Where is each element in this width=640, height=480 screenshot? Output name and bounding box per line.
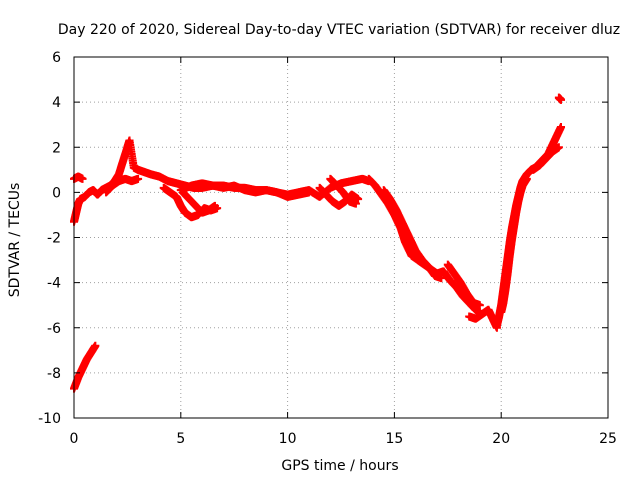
data-point xyxy=(557,122,566,131)
x-tick-label: 20 xyxy=(492,431,510,447)
data-point xyxy=(554,143,563,152)
y-tick-label: 6 xyxy=(52,50,61,66)
y-tick-label: 0 xyxy=(52,185,61,201)
data-point xyxy=(475,301,484,310)
x-tick-label: 25 xyxy=(599,431,617,447)
data-point xyxy=(304,188,313,197)
data-point xyxy=(354,195,363,204)
data-point xyxy=(210,201,219,210)
data-point xyxy=(134,174,143,183)
y-tick-label: 4 xyxy=(52,95,61,111)
data-point xyxy=(557,95,566,104)
data-point xyxy=(437,274,446,283)
x-tick-label: 0 xyxy=(70,431,79,447)
data-point xyxy=(522,174,531,183)
chart-title: Day 220 of 2020, Sidereal Day-to-day VTE… xyxy=(58,22,620,38)
y-tick-label: -6 xyxy=(47,321,61,337)
data-point xyxy=(351,199,360,208)
y-tick-label: -10 xyxy=(38,411,61,427)
x-axis-label: GPS time / hours xyxy=(281,458,398,474)
data-point xyxy=(91,341,100,350)
grid xyxy=(74,57,608,418)
x-tick-label: 5 xyxy=(176,431,185,447)
y-tick-label: -4 xyxy=(47,276,61,292)
y-tick-label: -8 xyxy=(47,366,61,382)
data-points xyxy=(70,93,566,393)
y-tick-label: 2 xyxy=(52,140,61,156)
y-axis-label: SDTVAR / TECUs xyxy=(7,183,23,298)
x-tick-label: 15 xyxy=(385,431,403,447)
y-tick-label: -2 xyxy=(47,231,61,247)
data-point xyxy=(78,174,87,183)
x-tick-label: 10 xyxy=(279,431,297,447)
axis-ticks: 0 5 10 15 20 25 -10 -8 -6 -4 -2 0 2 4 6 xyxy=(38,50,617,447)
